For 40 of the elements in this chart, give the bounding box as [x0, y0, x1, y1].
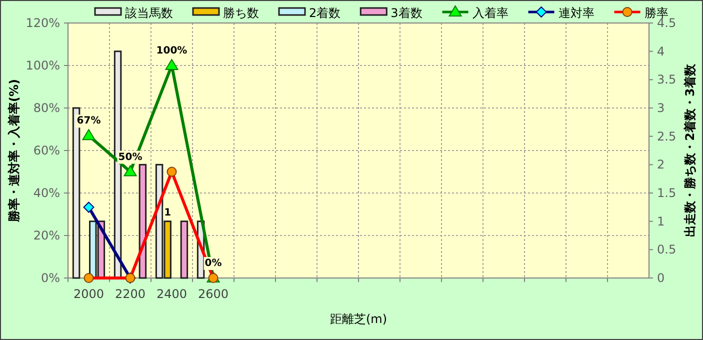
point — [124, 165, 137, 176]
y-tick-label: 0% — [40, 271, 60, 285]
y2-tick-label: 4 — [657, 44, 665, 58]
x-tick-label: 2400 — [156, 287, 188, 301]
legend-label: 2着数 — [309, 6, 341, 20]
y2-tick-label: 0.5 — [657, 242, 676, 257]
x-axis-title: 距離芝(m) — [330, 312, 388, 326]
y2-tick-label: 1.5 — [657, 186, 676, 200]
y-axis-title: 勝率・連対率・入着率(%) — [7, 79, 21, 223]
y2-tick-label: 3 — [657, 101, 665, 115]
y-tick-label: 80% — [33, 101, 60, 115]
legend-label: 該当馬数 — [125, 6, 173, 20]
y2-tick-label: 1 — [657, 214, 665, 228]
y-tick-label: 120% — [26, 16, 60, 30]
x-tick-label: 2000 — [73, 287, 104, 301]
y-tick-label: 40% — [33, 186, 60, 200]
legend-label: 3着数 — [390, 6, 422, 20]
legend-label: 勝ち数 — [223, 6, 259, 20]
point — [83, 202, 94, 213]
y-tick-label: 100% — [26, 58, 60, 72]
x-tick-label: 2200 — [114, 287, 146, 301]
point — [165, 59, 178, 70]
y2-tick-label: 2 — [657, 158, 665, 172]
legend-label: 連対率 — [558, 6, 594, 20]
y2-tick-label: 0 — [657, 271, 665, 285]
data-label: 50% — [118, 152, 142, 163]
legend-label: 入着率 — [472, 6, 508, 20]
x-tick-label: 2600 — [198, 287, 229, 301]
y2-axis-title: 出走数・勝ち数・2着数・3着数 — [683, 63, 697, 237]
data-label: 0% — [204, 258, 222, 269]
y2-tick-label: 3.5 — [657, 72, 676, 87]
data-label: 100% — [156, 46, 188, 56]
data-label: 67% — [76, 116, 101, 127]
bar — [180, 220, 188, 279]
y2-tick-label: 2.5 — [657, 129, 676, 144]
y-tick-label: 60% — [33, 144, 60, 158]
bar — [138, 164, 147, 279]
data-label: 1 — [164, 207, 172, 218]
point — [82, 129, 96, 140]
y-tick-label: 20% — [33, 228, 60, 242]
